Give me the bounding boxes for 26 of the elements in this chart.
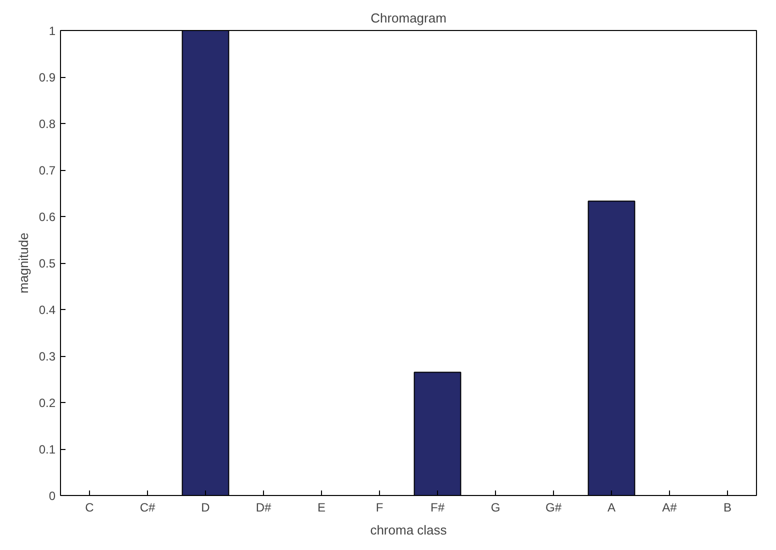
y-tick-label: 0.6 (38, 210, 56, 224)
x-tick-label: A (608, 500, 616, 514)
y-tick-label: 0.9 (38, 70, 56, 84)
x-tick-label: D (201, 500, 210, 514)
x-tick-label: F# (430, 500, 445, 514)
y-tick-label: 1 (48, 24, 56, 38)
y-tick-label: 0.5 (38, 256, 56, 270)
y-tick-label: 0.4 (38, 303, 56, 317)
x-tick-label: G# (545, 500, 562, 514)
x-tick-label: F (376, 500, 384, 514)
x-tick-label: C# (140, 500, 156, 514)
x-tick-label: A# (662, 500, 678, 514)
y-tick-label: 0.3 (38, 350, 56, 364)
y-tick-label: 0.7 (38, 164, 56, 178)
y-tick-label: 0.2 (38, 396, 56, 410)
x-tick-label: B (724, 500, 732, 514)
chart-title: Chromagram (370, 10, 446, 26)
y-axis-title: magnitude (16, 232, 31, 294)
x-tick-label: D# (256, 500, 272, 514)
y-tick-label: 0 (48, 489, 56, 503)
y-tick-label: 0.1 (38, 442, 56, 456)
x-axis-title: chroma class (370, 522, 448, 538)
y-tick-label: 0.8 (38, 117, 56, 131)
x-tick-label: E (318, 500, 326, 514)
x-tick-label: G (490, 500, 500, 514)
x-tick-label: C (85, 500, 94, 514)
